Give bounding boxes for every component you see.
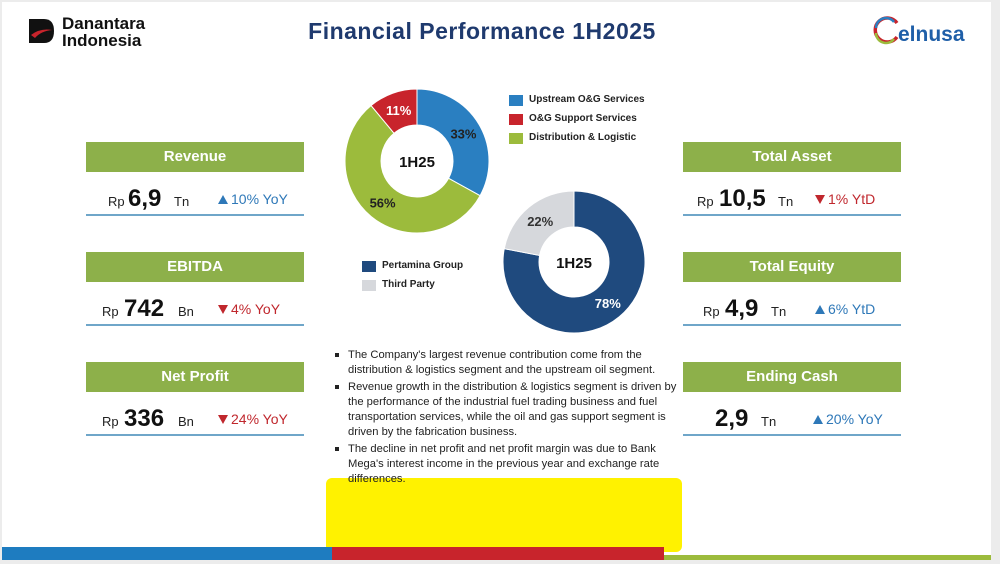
logo-line-2: Indonesia: [62, 31, 142, 50]
kpi-total-equity: Total Equity Rp 4,9 Tn 6% YtD: [683, 252, 903, 327]
donut-slice-label: 56%: [370, 196, 396, 211]
footer-stripe-blue: [2, 547, 332, 560]
legend-label: O&G Support Services: [529, 113, 637, 124]
donut-chart-customers: 78% 22% 1H25: [502, 190, 646, 334]
kpi-value: 2,9: [715, 405, 749, 432]
arrow-down-icon: [218, 415, 228, 424]
kpi-unit: Bn: [178, 304, 194, 319]
donut-slice: [503, 190, 575, 257]
donut-center-label: 1H25: [556, 255, 592, 272]
donut-slice: [370, 88, 418, 134]
donut-slice: [416, 88, 490, 197]
kpi-currency: Rp: [108, 194, 125, 209]
bullet-item: The Company's largest revenue contributi…: [332, 348, 677, 378]
legend-swatch: [362, 261, 376, 272]
arrow-down-icon: [815, 195, 825, 204]
slide: Danantara Indonesia Financial Performanc…: [2, 2, 991, 560]
kpi-label: Revenue: [86, 142, 304, 172]
kpi-unit: Tn: [778, 194, 794, 209]
danantara-logo: Danantara Indonesia: [26, 14, 176, 54]
footer-stripe-green: [664, 555, 991, 560]
kpi-value: 4,9: [725, 295, 759, 322]
kpi-change-text: 6% YtD: [828, 301, 876, 317]
arrow-down-icon: [218, 305, 228, 314]
kpi-change: 20% YoY: [813, 411, 883, 427]
kpi-change: 10% YoY: [218, 191, 288, 207]
kpi-label: Net Profit: [86, 362, 304, 392]
kpi-underline: [683, 324, 901, 326]
kpi-underline: [86, 324, 304, 326]
kpi-ebitda: EBITDA Rp 742 Bn 4% YoY: [86, 252, 306, 327]
arrow-up-icon: [218, 195, 228, 204]
kpi-label: Total Equity: [683, 252, 901, 282]
logo-line-1: Danantara: [62, 14, 146, 33]
legend-swatch: [509, 133, 523, 144]
legend-label: Third Party: [382, 279, 435, 290]
kpi-change: 4% YoY: [218, 301, 280, 317]
arrow-up-icon: [815, 305, 825, 314]
kpi-change-text: 4% YoY: [231, 301, 281, 317]
legend-label: Pertamina Group: [382, 260, 464, 271]
bullet-item: Revenue growth in the distribution & log…: [332, 380, 677, 440]
legend-swatch: [509, 114, 523, 125]
kpi-underline: [683, 214, 901, 216]
kpi-change-text: 10% YoY: [231, 191, 288, 207]
highlight-marker: [326, 478, 682, 552]
kpi-revenue: Revenue Rp 6,9 Tn 10% YoY: [86, 142, 306, 217]
page-title: Financial Performance 1H2025: [308, 18, 656, 44]
bullet-item: The decline in net profit and net profit…: [332, 442, 677, 487]
kpi-currency: Rp: [102, 304, 119, 319]
kpi-unit: Tn: [771, 304, 787, 319]
kpi-underline: [86, 434, 304, 436]
donut-slice: [502, 190, 646, 334]
donut-chart-segments: 33% 56% 11% 1H25: [344, 88, 490, 234]
legend-label: Distribution & Logistic: [529, 132, 637, 143]
bullet-list: The Company's largest revenue contributi…: [332, 348, 677, 489]
kpi-change-text: 24% YoY: [231, 411, 288, 427]
kpi-currency: Rp: [697, 194, 714, 209]
kpi-value: 336: [124, 405, 165, 432]
kpi-value: 6,9: [128, 185, 162, 212]
donut-slice-label: 78%: [595, 296, 621, 311]
kpi-label: Ending Cash: [683, 362, 901, 392]
kpi-underline: [683, 434, 901, 436]
arrow-up-icon: [813, 415, 823, 424]
kpi-currency: Rp: [703, 304, 720, 319]
kpi-value: 742: [124, 295, 165, 322]
kpi-unit: Tn: [761, 414, 777, 429]
kpi-change-text: 1% YtD: [828, 191, 876, 207]
footer-stripe-red: [332, 547, 664, 560]
kpi-currency: Rp: [102, 414, 119, 429]
kpi-change-text: 20% YoY: [826, 411, 883, 427]
legend-swatch: [509, 95, 523, 106]
donut-slice-label: 33%: [450, 127, 476, 142]
kpi-unit: Tn: [174, 194, 190, 209]
donut-center-label: 1H25: [399, 154, 435, 171]
kpi-total-asset: Total Asset Rp 10,5 Tn 1% YtD: [683, 142, 903, 217]
donut-slice: [344, 104, 481, 234]
legend-label: Upstream O&G Services: [529, 94, 645, 105]
kpi-unit: Bn: [178, 414, 194, 429]
elnusa-mark-icon: [873, 16, 899, 45]
kpi-ending-cash: Ending Cash 2,9 Tn 20% YoY: [683, 362, 903, 437]
kpi-change: 24% YoY: [218, 411, 288, 427]
kpi-label: EBITDA: [86, 252, 304, 282]
kpi-underline: [86, 214, 304, 216]
kpi-label: Total Asset: [683, 142, 901, 172]
elnusa-logo: elnusa: [870, 12, 980, 52]
legend-swatch: [362, 280, 376, 291]
kpi-change: 1% YtD: [815, 191, 875, 207]
donut-slice-label: 11%: [386, 103, 412, 118]
donut-slice-label: 22%: [527, 214, 553, 229]
elnusa-wordmark: elnusa: [898, 23, 965, 46]
kpi-change: 6% YtD: [815, 301, 875, 317]
danantara-mark-icon: [29, 19, 54, 43]
kpi-net-profit: Net Profit Rp 336 Bn 24% YoY: [86, 362, 306, 437]
kpi-value: 10,5: [719, 185, 766, 212]
